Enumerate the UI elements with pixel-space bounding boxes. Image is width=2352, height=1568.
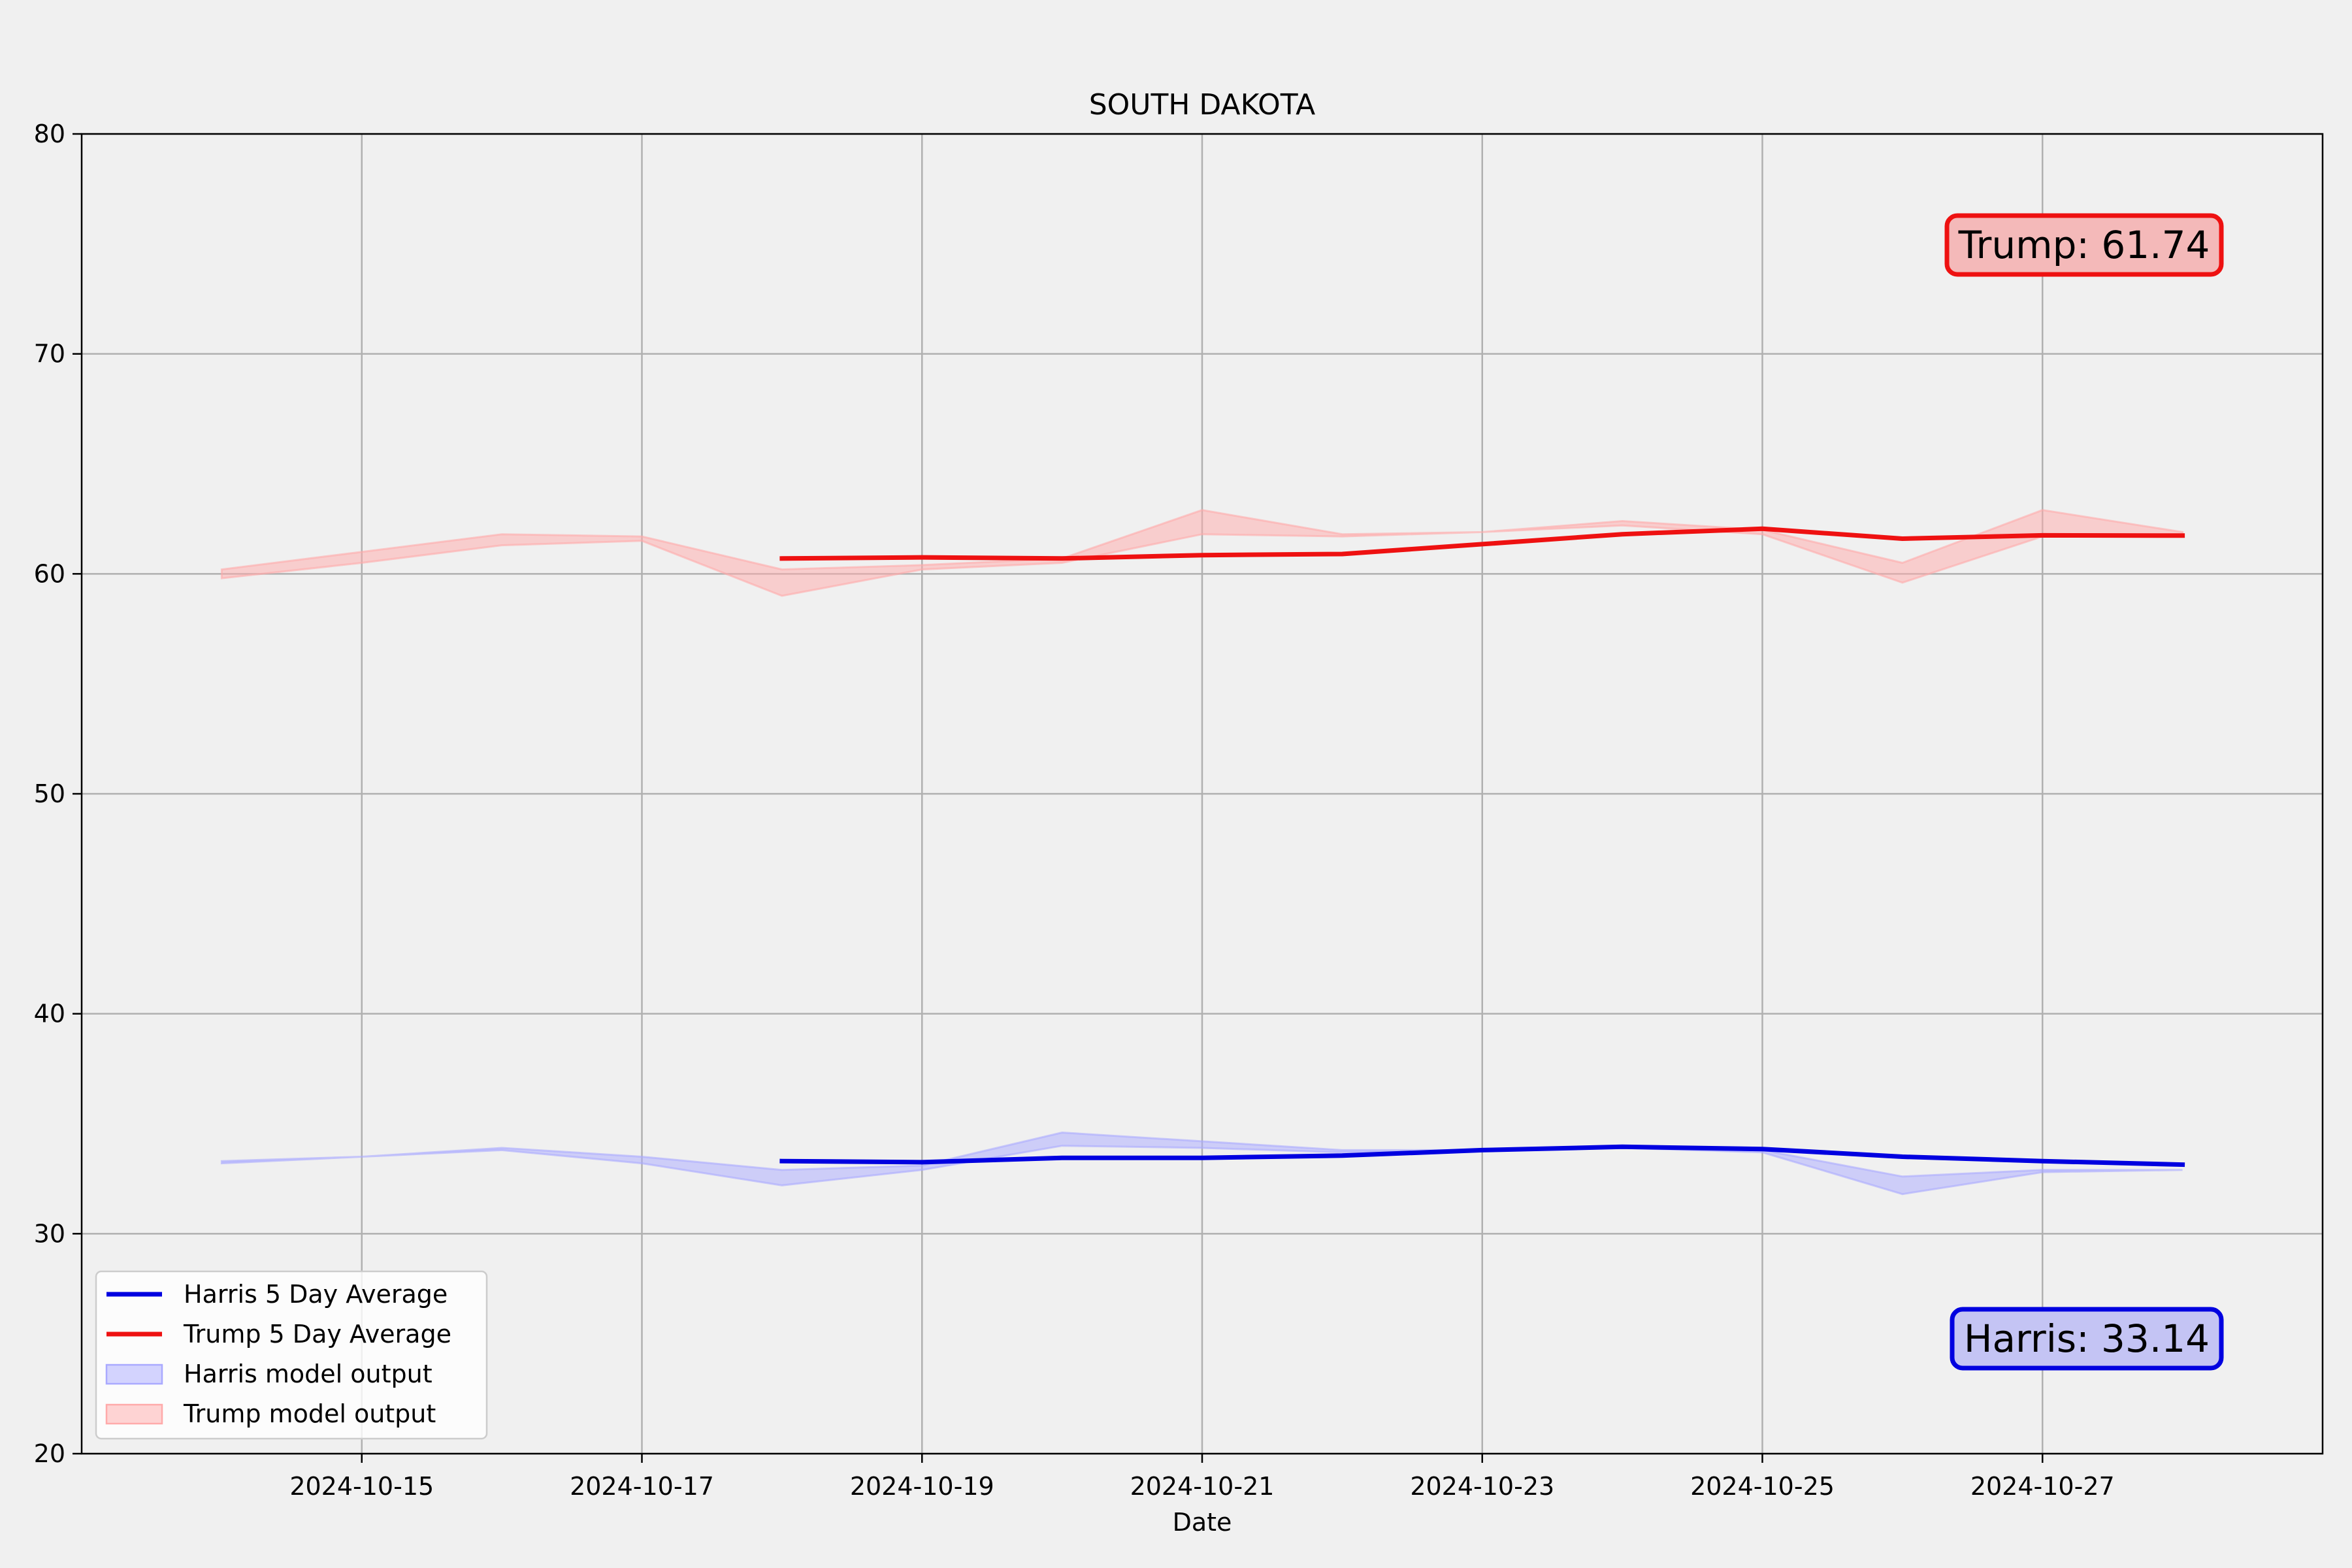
x-tick-label: 2024-10-15 — [289, 1472, 434, 1501]
y-tick-label: 30 — [34, 1219, 65, 1248]
y-tick-label: 70 — [34, 340, 65, 368]
y-axis-ticks: 20 30 40 50 60 70 80 — [34, 120, 82, 1468]
x-tick-label: 2024-10-19 — [850, 1472, 994, 1501]
x-tick-label: 2024-10-21 — [1130, 1472, 1275, 1501]
legend-label: Harris model output — [184, 1360, 433, 1388]
line-trump-5-day-average — [779, 526, 2185, 561]
y-tick-label: 80 — [34, 120, 65, 148]
chart-title: SOUTH DAKOTA — [1089, 88, 1316, 122]
legend: Harris 5 Day Average Trump 5 Day Average H… — [95, 1270, 488, 1440]
legend-label: Harris 5 Day Average — [184, 1280, 448, 1309]
harris-annotation-text: Harris: 33.14 — [1964, 1316, 2210, 1361]
y-tick-label: 20 — [34, 1439, 65, 1468]
legend-label: Trump model output — [183, 1399, 436, 1428]
x-tick-label: 2024-10-27 — [1970, 1472, 2115, 1501]
y-tick-label: 50 — [34, 779, 65, 808]
legend-box — [95, 1270, 488, 1440]
x-tick-label: 2024-10-23 — [1410, 1472, 1554, 1501]
x-tick-label: 2024-10-25 — [1690, 1472, 1835, 1501]
average-lines — [779, 526, 2185, 1168]
x-axis-ticks: 2024-10-15 2024-10-17 2024-10-19 2024-10-21… — [289, 1454, 2115, 1501]
legend-patch-swatch — [105, 1403, 163, 1425]
trump-annotation-text: Trump: 61.74 — [1958, 223, 2210, 267]
y-tick-label: 40 — [34, 1000, 65, 1028]
legend-label: Trump 5 Day Average — [183, 1320, 451, 1348]
x-tick-label: 2024-10-17 — [570, 1472, 714, 1501]
y-tick-label: 60 — [34, 559, 65, 588]
trump-annotation-box — [1944, 213, 2224, 277]
line-harris-5-day-average — [779, 1144, 2185, 1168]
legend-patch-swatch — [105, 1364, 163, 1385]
x-axis-label: Date — [1173, 1508, 1232, 1537]
latest-value-annotations: Trump: 61.74 Harris: 33.14 — [1944, 213, 2224, 1371]
harris-annotation-box — [1950, 1307, 2224, 1371]
